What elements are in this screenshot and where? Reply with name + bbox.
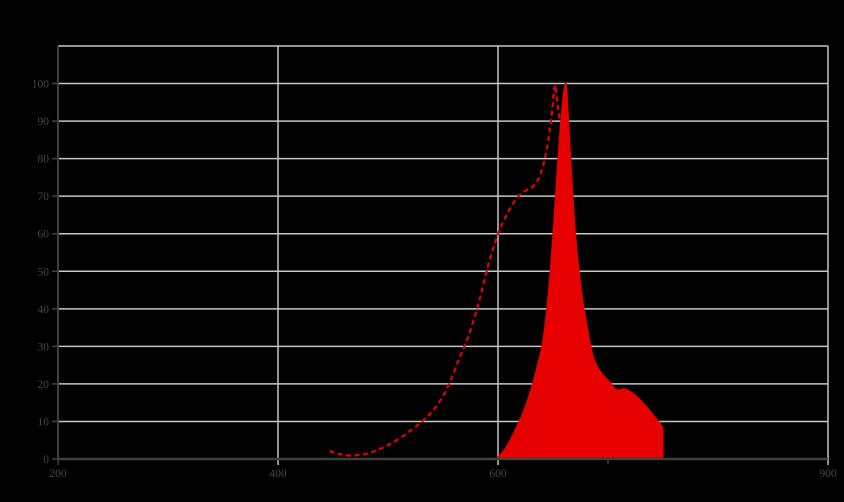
excitation-curve <box>329 84 561 457</box>
y-tick-label: 30 <box>38 341 50 353</box>
gridlines <box>58 46 828 465</box>
y-tick-label: 70 <box>38 191 50 203</box>
y-tick-label: 60 <box>38 229 50 241</box>
y-tick-label: 10 <box>38 416 50 428</box>
x-tick-label: 400 <box>269 468 287 480</box>
x-tick-label: 200 <box>49 468 67 480</box>
y-tick-label: 0 <box>43 454 49 466</box>
plot-frame <box>58 45 829 465</box>
y-tick-label: 90 <box>38 116 50 128</box>
y-tick-label: 80 <box>38 154 50 166</box>
y-tick-label: 100 <box>32 79 50 91</box>
axis-tick-labels: 0 10 20 30 40 50 60 70 80 90 100 200 400 600 900 <box>32 79 837 480</box>
x-tick-label: 900 <box>819 468 837 480</box>
y-tick-label: 40 <box>38 304 50 316</box>
x-tick-label: 600 <box>489 468 507 480</box>
emission-filled-path <box>497 83 664 460</box>
y-tick-label: 50 <box>38 266 50 278</box>
y-tick-label: 20 <box>38 379 50 391</box>
excitation-dashed-path <box>329 84 561 457</box>
axis-ticks <box>52 82 609 465</box>
emission-area <box>497 83 664 460</box>
axes <box>57 46 828 461</box>
